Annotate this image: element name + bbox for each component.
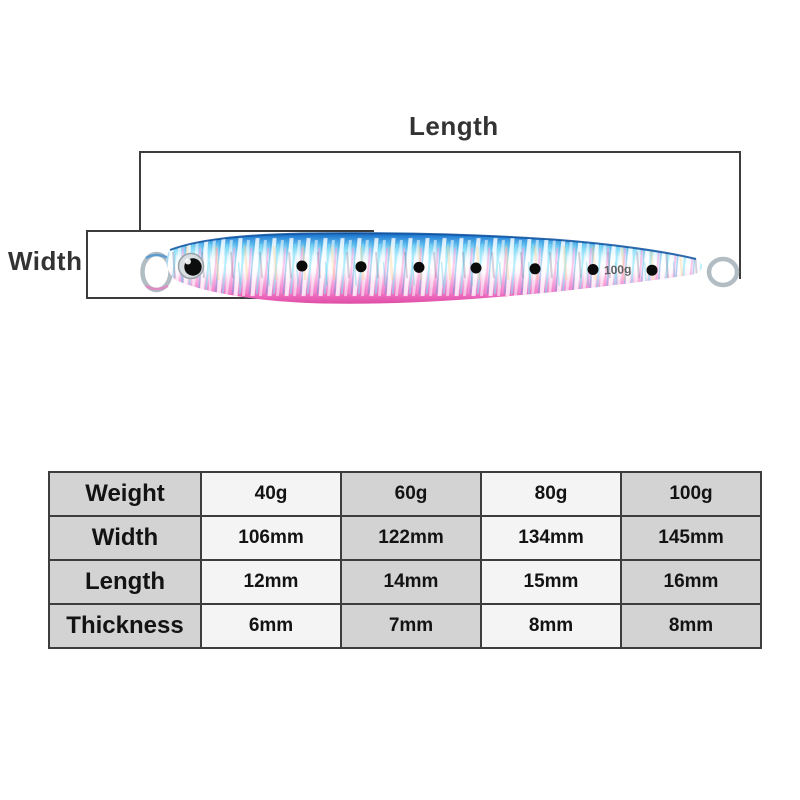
lure-eye-glint (185, 258, 191, 265)
lure-weight-marking: 100g (604, 262, 632, 277)
value-cell: 8mm (620, 603, 762, 649)
row-label-cell: Length (48, 559, 202, 605)
width-dimension-label: Width (8, 246, 83, 276)
value-cell: 60g (340, 471, 482, 517)
value-cell: 14mm (340, 559, 482, 605)
value-cell: 134mm (480, 515, 622, 561)
value-cell: 40g (200, 471, 342, 517)
width-extension-line-top (86, 230, 374, 232)
row-label-cell: Weight (48, 471, 202, 517)
table-row-length: Length 12mm 14mm 15mm 16mm (48, 559, 762, 605)
table-row-width: Width 106mm 122mm 134mm 145mm (48, 515, 762, 561)
length-extension-line-right (739, 151, 741, 279)
value-cell: 7mm (340, 603, 482, 649)
table-row-thickness: Thickness 6mm 7mm 8mm 8mm (48, 603, 762, 649)
table-row-weight: Weight 40g 60g 80g 100g (48, 471, 762, 517)
row-label-cell: Width (48, 515, 202, 561)
lure-fleck-texture (166, 233, 702, 304)
fishing-jig-lure-image: 100g (140, 232, 740, 304)
value-cell: 15mm (480, 559, 622, 605)
value-cell: 122mm (340, 515, 482, 561)
row-label-cell: Thickness (48, 603, 202, 649)
length-dimension-label: Length (409, 111, 499, 141)
value-cell: 6mm (200, 603, 342, 649)
nose-ring-icon (140, 251, 173, 293)
length-dimension-line (139, 151, 740, 153)
value-cell: 100g (620, 471, 762, 517)
lure-back-edge (169, 232, 697, 260)
length-extension-line-left (139, 151, 141, 232)
nose-ring-blue-glint (145, 253, 169, 260)
value-cell: 145mm (620, 515, 762, 561)
lure-spots (296, 260, 658, 276)
value-cell: 106mm (200, 515, 342, 561)
value-cell: 16mm (620, 559, 762, 605)
nose-ring-pink-glint (145, 284, 169, 291)
value-cell: 80g (480, 471, 622, 517)
value-cell: 12mm (200, 559, 342, 605)
width-dimension-line (86, 230, 88, 299)
spec-table: Weight 40g 60g 80g 100g Width 106mm 122m… (48, 471, 762, 649)
tail-ring-icon (706, 256, 740, 288)
width-extension-line-bottom (86, 297, 377, 299)
value-cell: 8mm (480, 603, 622, 649)
